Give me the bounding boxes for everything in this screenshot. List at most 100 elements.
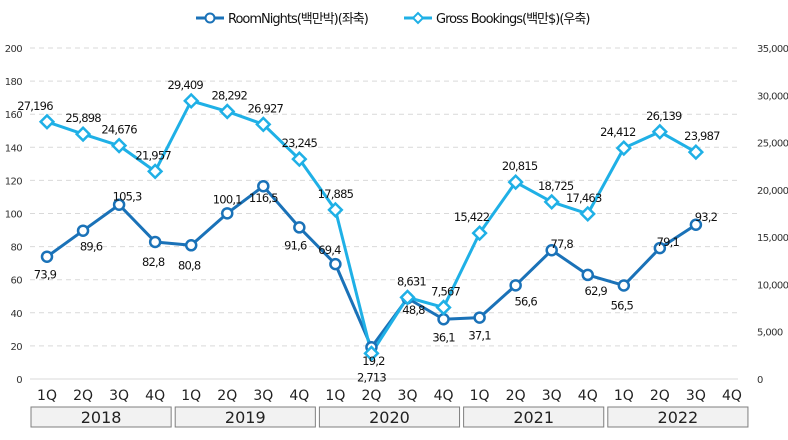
roomnights-point <box>76 224 90 237</box>
x-tick-label: 1Q <box>614 388 634 404</box>
roomnights-data-label: 82,8 <box>142 255 165 269</box>
legend-item-roomnights: RoomNights(백만박)(좌축) <box>196 12 369 27</box>
gross-bookings-point <box>687 144 705 161</box>
roomnights-data-label: 62,9 <box>585 284 608 298</box>
left-axis-tick-label: 60 <box>10 276 22 287</box>
roomnights-data-label: 48,8 <box>402 303 425 317</box>
year-group-label: 2022 <box>658 408 699 427</box>
left-y-axis: 0 20 40 60 80 100 120 140 160 180 200 <box>5 44 23 386</box>
x-tick-label: 3Q <box>542 388 562 404</box>
gross-bookings-data-label: 21,957 <box>135 148 171 162</box>
x-tick-label: 4Q <box>722 388 742 404</box>
gross-bookings-data-label: 20,815 <box>502 159 538 173</box>
right-axis-tick-label: 0 <box>757 375 763 386</box>
roomnights-point <box>329 257 342 271</box>
roomnights-point <box>617 279 631 292</box>
roomnights-data-label: 80,8 <box>178 258 201 272</box>
gross-bookings-point <box>363 345 380 362</box>
roomnights-data-label: 69,4 <box>318 243 341 257</box>
gross-bookings-point <box>183 92 200 110</box>
roomnights-data-label: 56,5 <box>611 298 634 312</box>
gross-bookings-data-label: 26,927 <box>248 101 284 115</box>
left-axis-tick-label: 120 <box>5 176 23 187</box>
roomnights-point <box>148 235 162 249</box>
gross-bookings-data-label: 24,412 <box>600 125 636 139</box>
gross-bookings-data-label: 23,245 <box>282 136 318 150</box>
roomnights-data-label: 19,2 <box>362 354 385 368</box>
right-axis-tick-label: 10,000 <box>757 280 788 291</box>
gross-bookings-data-label: 18,725 <box>538 179 574 193</box>
roomnights-data-label: 77,8 <box>550 237 573 251</box>
year-group-label: 2019 <box>225 408 266 427</box>
gross-bookings-point <box>543 193 560 211</box>
year-group-label: 2020 <box>369 408 410 427</box>
x-tick-label: 3Q <box>109 388 129 404</box>
roomnights-point <box>293 221 306 234</box>
roomnights-data-label: 91,6 <box>284 238 307 252</box>
year-group-box <box>463 406 605 428</box>
x-tick-label: 4Q <box>145 388 165 404</box>
gross-bookings-point <box>399 289 416 306</box>
gridlines <box>30 47 738 380</box>
gross-bookings-data-label: 2,713 <box>357 370 386 384</box>
x-tick-label: 1Q <box>37 388 57 404</box>
gross-bookings-data-label: 8,631 <box>397 274 426 288</box>
year-group-box <box>607 406 749 428</box>
legend-item-gross-bookings: Gross Bookings(백만$)(우축) <box>404 11 590 27</box>
gross-bookings-point <box>147 163 164 180</box>
roomnights-point <box>509 279 522 292</box>
x-tick-label: 2Q <box>650 388 670 404</box>
x-tick-label: 1Q <box>470 388 490 404</box>
roomnights-data-label: 73,9 <box>34 268 57 282</box>
right-y-axis: 0 5,000 10,000 15,000 20,000 25,000 30,000 35,0… <box>757 44 788 386</box>
x-tick-label: 2Q <box>361 388 381 404</box>
gross-bookings-data-label: 27,196 <box>17 99 53 113</box>
legend-diamond-marker-icon <box>411 11 425 25</box>
left-axis-tick-label: 140 <box>5 143 23 154</box>
gross-bookings-point <box>74 125 92 143</box>
gross-bookings-data-label: 28,292 <box>212 88 248 102</box>
roomnights-point <box>40 250 54 263</box>
gross-bookings-point <box>435 299 452 316</box>
left-axis-tick-label: 0 <box>16 375 22 386</box>
left-axis-tick-label: 200 <box>5 44 23 55</box>
roomnights-data-label: 116,5 <box>249 191 278 205</box>
roomnights-point <box>653 241 667 255</box>
gross-bookings-data-label: 23,987 <box>684 129 720 143</box>
x-tick-label: 3Q <box>686 388 706 404</box>
year-group-label: 2018 <box>81 408 122 427</box>
right-axis-tick-label: 5,000 <box>757 328 783 339</box>
roomnights-point <box>184 239 198 252</box>
gross-bookings-data-label: 7,567 <box>431 284 460 298</box>
roomnights-data-label: 79,1 <box>657 235 680 249</box>
year-group-box <box>30 406 172 428</box>
gross-bookings-data-label: 15,422 <box>454 210 490 224</box>
x-axis: 1Q 2Q 3Q 4Q 1Q 2Q 3Q 4Q 1Q 2Q 3Q 4Q 1Q 2Q 3Q 4Q 1Q 2Q 3Q 4Q… <box>30 388 749 428</box>
roomnights-point <box>689 218 703 232</box>
gross-bookings-point <box>651 123 668 140</box>
left-axis-tick-label: 40 <box>10 309 22 320</box>
gross-bookings-point <box>471 225 488 242</box>
gross-bookings-data-label: 17,463 <box>566 191 602 205</box>
gross-bookings-point <box>507 174 524 191</box>
x-tick-label: 4Q <box>578 388 598 404</box>
data-labels: 73,9 89,6 105,3 82,8 80,8 100,1 116,5 91,6 69,4 1… <box>17 78 721 384</box>
roomnights-data-label: 100,1 <box>213 192 242 206</box>
gross-bookings-point <box>255 116 272 133</box>
right-axis-tick-label: 35,000 <box>757 44 788 55</box>
right-axis-tick-label: 30,000 <box>757 91 788 102</box>
right-axis-tick-label: 25,000 <box>757 139 788 150</box>
x-tick-label: 3Q <box>398 388 418 404</box>
gross-bookings-data-label: 26,139 <box>646 109 682 123</box>
roomnights-data-label: 105,3 <box>113 190 142 204</box>
roomnights-point <box>437 313 450 326</box>
x-tick-label: 4Q <box>434 388 454 404</box>
roomnights-data-label: 56,6 <box>514 294 537 308</box>
left-axis-tick-label: 160 <box>5 110 23 121</box>
x-tick-label: 3Q <box>253 388 273 404</box>
gross-bookings-point <box>615 140 632 157</box>
gross-bookings-point <box>327 201 344 218</box>
legend-label-roomnights: RoomNights(백만박)(좌축) <box>228 12 368 27</box>
left-axis-tick-label: 180 <box>5 77 23 88</box>
roomnights-point <box>112 198 126 211</box>
